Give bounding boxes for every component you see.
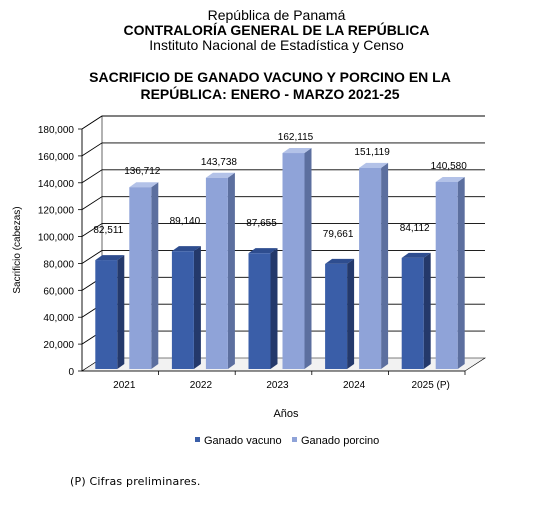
data-label-vacuno-2: 87,655 — [246, 218, 277, 229]
gridline — [81, 249, 485, 264]
bar-top-porcino-0 — [129, 182, 159, 188]
bar-side-porcino-2 — [304, 148, 312, 369]
institute-name: Instituto Nacional de Estadística y Cens… — [149, 37, 404, 53]
bar-vacuno-4 — [401, 257, 424, 369]
data-label-porcino-4: 140,580 — [431, 161, 468, 172]
bar-side-vacuno-2 — [270, 248, 278, 369]
bar-vacuno-3 — [325, 263, 348, 369]
bar-side-vacuno-1 — [193, 246, 201, 369]
data-label-porcino-2: 162,115 — [278, 132, 314, 143]
chart-title-line-1: SACRIFICIO DE GANADO VACUNO Y PORCINO EN… — [89, 69, 451, 85]
bar-top-porcino-3 — [359, 162, 389, 168]
bar-side-vacuno-4 — [423, 252, 431, 369]
bar-porcino-1 — [205, 177, 228, 369]
y-tick-label: 180,000 — [38, 125, 75, 136]
bar-top-porcino-2 — [282, 148, 312, 154]
x-tick-label: 2021 — [113, 380, 136, 391]
legend-label-porcino: Ganado porcino — [301, 435, 379, 447]
y-tick-label: 60,000 — [43, 286, 74, 297]
x-tick-label: 2024 — [343, 380, 366, 391]
bar-top-porcino-1 — [205, 172, 235, 178]
bar-top-vacuno-3 — [325, 258, 355, 264]
y-axis-title: Sacrificio (cabezas) — [12, 206, 23, 293]
gridline — [81, 169, 485, 184]
institution-name: CONTRALORÍA GENERAL DE LA REPÚBLICA — [123, 22, 430, 38]
bar-porcino-0 — [129, 187, 152, 369]
data-label-porcino-3: 151,119 — [354, 147, 390, 158]
x-axis-title: Años — [273, 408, 299, 420]
legend-label-vacuno: Ganado vacuno — [204, 435, 282, 447]
bar-top-vacuno-0 — [95, 255, 125, 261]
y-tick-label: 120,000 — [38, 206, 75, 217]
legend-marker-vacuno — [195, 437, 200, 442]
y-tick-label: 0 — [68, 367, 74, 378]
country-name: República de Panamá — [207, 7, 346, 23]
bar-top-vacuno-4 — [401, 252, 431, 258]
gridline — [81, 223, 485, 237]
y-tick-label: 100,000 — [38, 233, 75, 244]
bar-top-porcino-4 — [435, 176, 465, 182]
x-tick-label: 2022 — [190, 380, 213, 391]
chart-title: SACRIFICIO DE GANADO VACUNO Y PORCINO EN… — [60, 69, 480, 103]
data-label-vacuno-0: 82,511 — [93, 225, 123, 236]
bar-porcino-4 — [435, 181, 458, 369]
data-label-porcino-0: 136,712 — [124, 166, 161, 177]
bar-vacuno-1 — [171, 251, 194, 369]
footnote: (P) Cifras preliminares. — [70, 475, 201, 488]
bar-porcino-2 — [282, 153, 305, 369]
gridline — [81, 115, 485, 130]
y-tick-label: 20,000 — [43, 340, 74, 351]
y-tick-label: 40,000 — [43, 313, 74, 324]
bar-side-porcino-0 — [151, 182, 159, 369]
gridline — [81, 142, 485, 157]
legend-marker-porcino — [292, 437, 297, 442]
bar-vacuno-2 — [248, 253, 271, 369]
bar-side-porcino-1 — [227, 172, 235, 369]
bar-top-vacuno-1 — [171, 246, 201, 252]
data-label-vacuno-1: 89,140 — [170, 216, 201, 227]
bar-top-vacuno-2 — [248, 248, 278, 254]
bar-side-vacuno-0 — [117, 255, 125, 369]
x-tick-label: 2025 (P) — [412, 380, 450, 391]
bar-porcino-3 — [359, 167, 382, 369]
bar-vacuno-0 — [95, 260, 118, 369]
gridline — [81, 196, 485, 211]
x-tick-label: 2023 — [266, 380, 289, 391]
bar-side-porcino-3 — [381, 162, 389, 369]
y-tick-label: 80,000 — [43, 259, 74, 270]
y-tick-label: 140,000 — [38, 179, 75, 190]
bar-side-porcino-4 — [457, 176, 465, 369]
chart-title-line-2: REPÚBLICA: ENERO - MARZO 2021-25 — [140, 86, 400, 102]
bar-side-vacuno-3 — [347, 258, 355, 369]
y-tick-label: 160,000 — [38, 152, 75, 163]
data-label-vacuno-3: 79,661 — [323, 229, 354, 240]
data-label-vacuno-4: 84,112 — [400, 223, 430, 234]
data-label-porcino-1: 143,738 — [201, 157, 238, 168]
